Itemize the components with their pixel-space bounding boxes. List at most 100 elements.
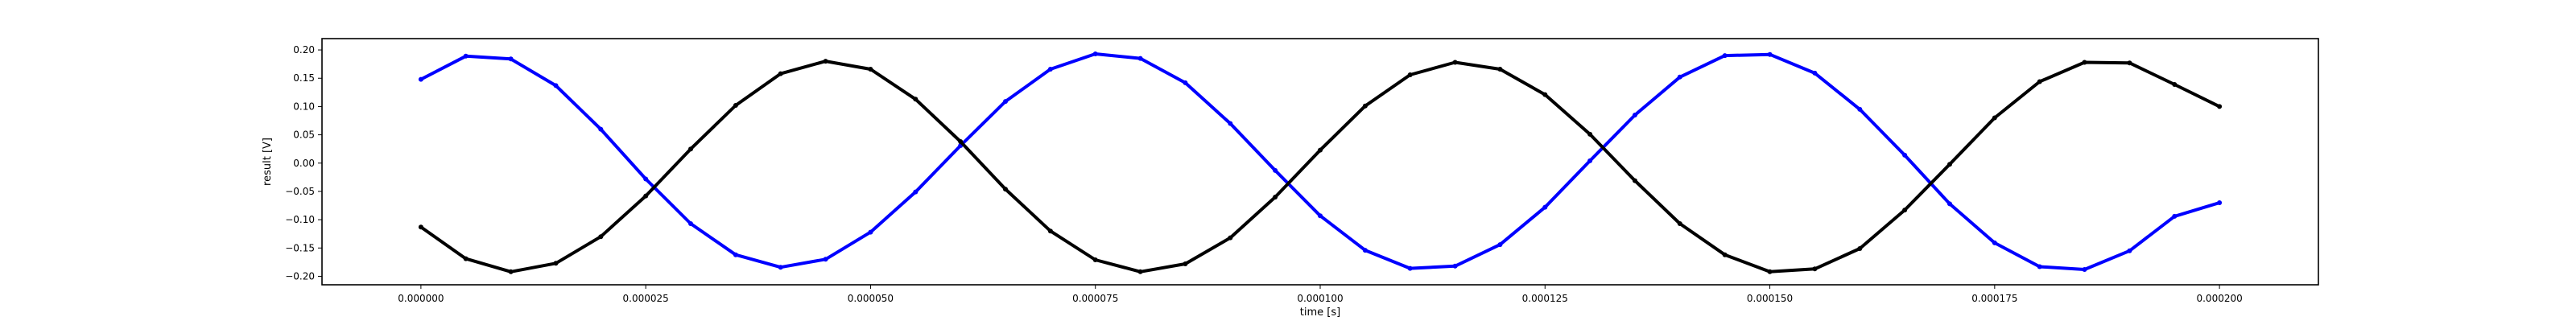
x-tick-label: 0.000100 (1297, 293, 1343, 304)
data-point (553, 261, 559, 266)
data-point (958, 139, 964, 144)
data-point (1542, 204, 1548, 210)
data-point (2127, 60, 2132, 66)
data-point (2037, 79, 2042, 84)
data-point (1812, 266, 1818, 272)
data-point (598, 126, 604, 132)
data-point (1902, 152, 1908, 158)
data-point (733, 103, 738, 108)
data-point (598, 234, 604, 240)
data-point (1137, 56, 1143, 61)
data-point (913, 97, 919, 102)
data-point (868, 67, 873, 72)
data-point (778, 71, 783, 76)
data-point (868, 229, 873, 235)
data-point (1587, 158, 1593, 163)
data-point (1677, 221, 1682, 226)
y-tick-label: 0.20 (293, 44, 315, 56)
y-tick-label: −0.10 (285, 214, 315, 225)
y-tick-label: −0.15 (285, 242, 315, 253)
data-point (1183, 80, 1188, 85)
x-tick-label: 0.000025 (623, 293, 669, 304)
data-point (1318, 213, 1323, 219)
x-axis-label: time [s] (1300, 306, 1340, 319)
data-point (688, 221, 693, 226)
data-point (733, 252, 738, 257)
x-tick-label: 0.000050 (848, 293, 894, 304)
x-tick-label: 0.000200 (2196, 293, 2242, 304)
x-tick-label: 0.000175 (1971, 293, 2017, 304)
data-point (1047, 228, 1053, 234)
data-point (913, 189, 919, 195)
data-point (1273, 167, 1278, 173)
data-point (1497, 242, 1503, 248)
y-axis: 0.20 0.15 0.10 0.05 0.00 −0.05 −0.10 −0.15 −0.20 (285, 44, 322, 282)
data-point (1857, 106, 1863, 112)
data-point (643, 176, 649, 182)
data-point (1722, 252, 1728, 257)
data-point (823, 59, 828, 64)
data-point (1633, 178, 1637, 183)
data-point (1767, 51, 1773, 57)
data-point (1407, 265, 1413, 271)
data-point (778, 265, 783, 270)
x-axis: 0.000000 0.000025 0.000050 0.000075 0.000100… (398, 285, 2243, 304)
data-point (1902, 208, 1908, 213)
data-point (1633, 113, 1637, 117)
x-tick-label: 0.000000 (398, 293, 444, 304)
series-2 (418, 59, 2223, 274)
data-point (1362, 248, 1368, 253)
data-point (1542, 92, 1548, 97)
series-trace (419, 52, 2222, 271)
y-tick-label: 0.00 (293, 158, 315, 169)
data-point (2082, 267, 2087, 272)
data-point (463, 256, 469, 261)
data-point (2217, 200, 2223, 205)
data-point (553, 83, 559, 88)
data-point (1992, 115, 1997, 121)
data-point (418, 224, 423, 230)
data-point (1587, 131, 1593, 137)
data-point (1228, 235, 1233, 241)
data-point (2172, 213, 2178, 219)
y-tick-label: 0.15 (293, 72, 315, 84)
data-point (1857, 246, 1863, 251)
data-point (1228, 121, 1233, 126)
data-point (1183, 261, 1188, 266)
data-point (1362, 103, 1368, 109)
data-point (1947, 201, 1952, 207)
data-point (1812, 70, 1818, 76)
data-point (1137, 269, 1143, 274)
x-tick-label: 0.000075 (1072, 293, 1118, 304)
data-point (2217, 104, 2223, 109)
data-point (1318, 147, 1323, 153)
data-point (2127, 248, 2132, 253)
data-point (418, 76, 423, 82)
data-point (2172, 82, 2178, 87)
data-point (463, 53, 469, 59)
y-axis-label: result [V] (262, 138, 274, 186)
data-point (1452, 263, 1458, 269)
series-1 (418, 51, 2223, 272)
data-point (1677, 74, 1682, 80)
data-point (1992, 240, 1997, 245)
series-layer (418, 51, 2223, 274)
data-point (1092, 257, 1098, 262)
data-point (1407, 72, 1413, 77)
data-point (1497, 67, 1503, 72)
data-point (643, 193, 649, 199)
data-point (508, 269, 514, 274)
y-tick-label: −0.05 (285, 186, 315, 197)
data-point (1047, 67, 1053, 72)
x-tick-label: 0.000125 (1522, 293, 1568, 304)
data-point (1273, 195, 1278, 200)
data-point (1722, 53, 1728, 59)
plot-frame (321, 38, 2319, 286)
y-tick-label: −0.20 (285, 270, 315, 282)
data-point (1092, 51, 1098, 56)
data-point (1003, 187, 1008, 192)
data-point (823, 257, 828, 262)
data-point (1767, 269, 1773, 274)
